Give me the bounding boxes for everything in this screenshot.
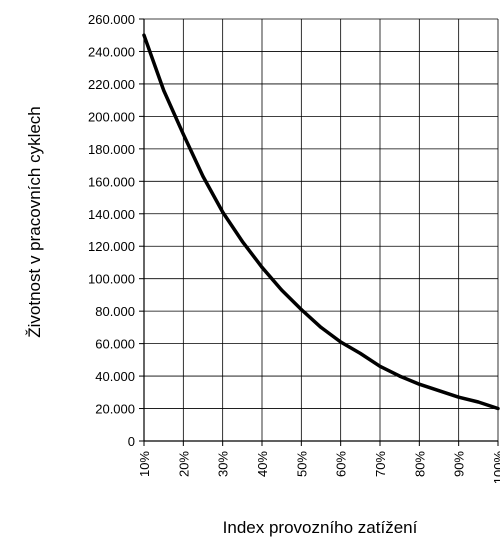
y-tick-label: 260.000 xyxy=(88,12,135,27)
data-point xyxy=(457,395,461,399)
series xyxy=(142,33,500,411)
x-tick-label: 10% xyxy=(137,451,152,477)
data-point xyxy=(496,407,500,411)
x-tick-label: 60% xyxy=(334,451,349,477)
y-tick-label: 120.000 xyxy=(88,239,135,254)
x-tick-label: 70% xyxy=(373,451,388,477)
data-point xyxy=(181,132,185,136)
x-tick-label: 80% xyxy=(412,451,427,477)
axes xyxy=(143,19,498,442)
grid xyxy=(144,18,499,441)
data-point xyxy=(378,364,382,368)
data-point xyxy=(476,400,480,404)
y-tick-label: 0 xyxy=(128,434,135,449)
data-point xyxy=(280,288,284,292)
y-tick-label: 240.000 xyxy=(88,44,135,59)
y-tick-label: 140.000 xyxy=(88,207,135,222)
data-point xyxy=(398,374,402,378)
data-point xyxy=(240,239,244,243)
x-tick-label: 90% xyxy=(452,451,467,477)
y-tick-label: 80.000 xyxy=(95,304,135,319)
y-tick-label: 60.000 xyxy=(95,337,135,352)
y-tick-label: 200.000 xyxy=(88,109,135,124)
y-axis-title: Životnost v pracovních cyklech xyxy=(25,106,44,337)
data-point xyxy=(319,325,323,329)
x-tick-label: 20% xyxy=(176,451,191,477)
data-point xyxy=(201,174,205,178)
x-axis-ticks: 10% 20% 30% 40% 50% 60% 70% 80% 90% 100% xyxy=(137,441,500,484)
x-tick-label: 50% xyxy=(294,451,309,477)
data-point xyxy=(142,33,146,37)
series-line xyxy=(142,33,500,411)
data-point xyxy=(162,88,166,92)
y-tick-label: 180.000 xyxy=(88,142,135,157)
x-tick-label: 30% xyxy=(216,451,231,477)
data-point xyxy=(260,265,264,269)
x-tick-label: 100% xyxy=(491,451,500,485)
y-tick-label: 100.000 xyxy=(88,272,135,287)
data-point xyxy=(437,389,441,393)
y-tick-label: 40.000 xyxy=(95,369,135,384)
y-axis-ticks: 0 20.000 40.000 60.000 80.000 100.000 120.000 1… xyxy=(88,12,144,449)
y-tick-label: 220.000 xyxy=(88,77,135,92)
data-point xyxy=(339,340,343,344)
data-point xyxy=(358,351,362,355)
data-point xyxy=(417,382,421,386)
x-axis-title: Index provozního zatížení xyxy=(223,518,418,537)
data-point xyxy=(221,210,225,214)
data-point xyxy=(299,308,303,312)
y-tick-label: 160.000 xyxy=(88,174,135,189)
x-tick-label: 40% xyxy=(255,451,270,477)
y-tick-label: 20.000 xyxy=(95,402,135,417)
